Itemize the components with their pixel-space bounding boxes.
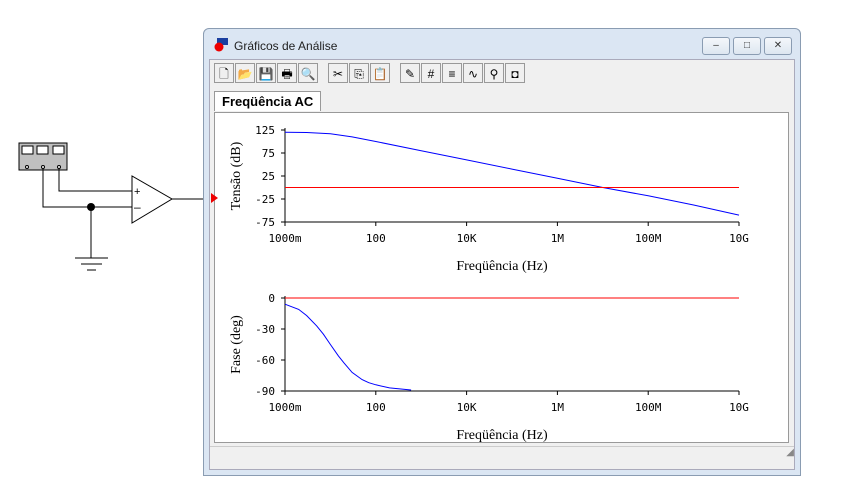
app-icon (214, 38, 228, 52)
op-amp (131, 175, 173, 224)
x-axis-label: Freqüência (Hz) (456, 259, 548, 274)
y-axis-label: Tensão (dB) (229, 141, 244, 210)
y-tick-label: -90 (255, 385, 275, 398)
y-tick-label: -75 (255, 216, 275, 229)
new-button[interactable]: 🗋 (214, 63, 234, 83)
x-tick-label: 10K (457, 401, 477, 414)
y-tick-label: -30 (255, 323, 275, 336)
zoom-button[interactable]: ⚲ (484, 63, 504, 83)
y-axis-label: Fase (deg) (229, 315, 244, 374)
plot-area: 125 75 25 -25 -75 1000m 100 10K 1M 100M 10G Freqüên… (214, 112, 789, 443)
restore-button[interactable]: ◘ (505, 63, 525, 83)
save-button[interactable]: 💾 (256, 63, 276, 83)
window-title: Gráficos de Análise (234, 39, 338, 53)
cut-button[interactable]: ✂ (328, 63, 348, 83)
cursor-marker-icon[interactable] (211, 193, 219, 203)
analysis-graphs-window: Gráficos de Análise – □ ✕ 🗋 📂 💾 🖶 🔍 ✂ ⎘ 📋 ✎ # ≡ ∿ ⚲ ◘… (203, 28, 801, 476)
phase-trace (284, 303, 412, 391)
x-tick-label: 100 (366, 401, 386, 414)
x-tick-label: 100 (366, 232, 386, 245)
maximize-button[interactable]: □ (733, 37, 761, 55)
y-tick-label: 75 (262, 147, 275, 160)
svg-text:–: – (134, 200, 141, 214)
junction (87, 203, 95, 211)
print-button[interactable]: 🖶 (277, 63, 297, 83)
copy-button[interactable]: ⎘ (349, 63, 369, 83)
y-tick-label: 0 (268, 292, 275, 305)
y-tick-label: 125 (255, 124, 275, 137)
x-tick-label: 100M (635, 401, 662, 414)
close-button[interactable]: ✕ (764, 37, 792, 55)
tab-frequency-ac[interactable]: Freqüência AC (214, 91, 322, 111)
minimize-button[interactable]: – (702, 37, 730, 55)
x-axis-label: Freqüência (Hz) (456, 428, 548, 443)
legend-button[interactable]: ≡ (442, 63, 462, 83)
svg-text:+: + (134, 186, 140, 198)
x-tick-label: 1000m (268, 232, 301, 245)
x-tick-label: 1M (551, 232, 565, 245)
paste-button[interactable]: 📋 (370, 63, 390, 83)
grid-button[interactable]: # (421, 63, 441, 83)
cursors-button[interactable]: ∿ (463, 63, 483, 83)
bode-plotter-instrument[interactable] (18, 142, 68, 171)
x-tick-label: 1M (551, 401, 565, 414)
magnitude-trace (284, 131, 740, 216)
bode-plots: 125 75 25 -25 -75 1000m 100 10K 1M 100M 10G Freqüên… (229, 124, 749, 443)
wires: +– (42, 169, 204, 271)
x-tick-label: 100M (635, 232, 662, 245)
print-preview-button[interactable]: 🔍 (298, 63, 318, 83)
x-tick-label: 10G (729, 401, 749, 414)
x-tick-label: 1000m (268, 401, 301, 414)
toolbar: 🗋 📂 💾 🖶 🔍 ✂ ⎘ 📋 ✎ # ≡ ∿ ⚲ ◘ (214, 63, 525, 83)
y-tick-label: -25 (255, 193, 275, 206)
status-bar: ◢ (210, 446, 794, 469)
y-tick-label: -60 (255, 354, 275, 367)
open-button[interactable]: 📂 (235, 63, 255, 83)
resize-grip-icon[interactable]: ◢ (786, 447, 794, 458)
x-tick-label: 10G (729, 232, 749, 245)
y-tick-label: 25 (262, 170, 275, 183)
properties-button[interactable]: ✎ (400, 63, 420, 83)
x-tick-label: 10K (457, 232, 477, 245)
